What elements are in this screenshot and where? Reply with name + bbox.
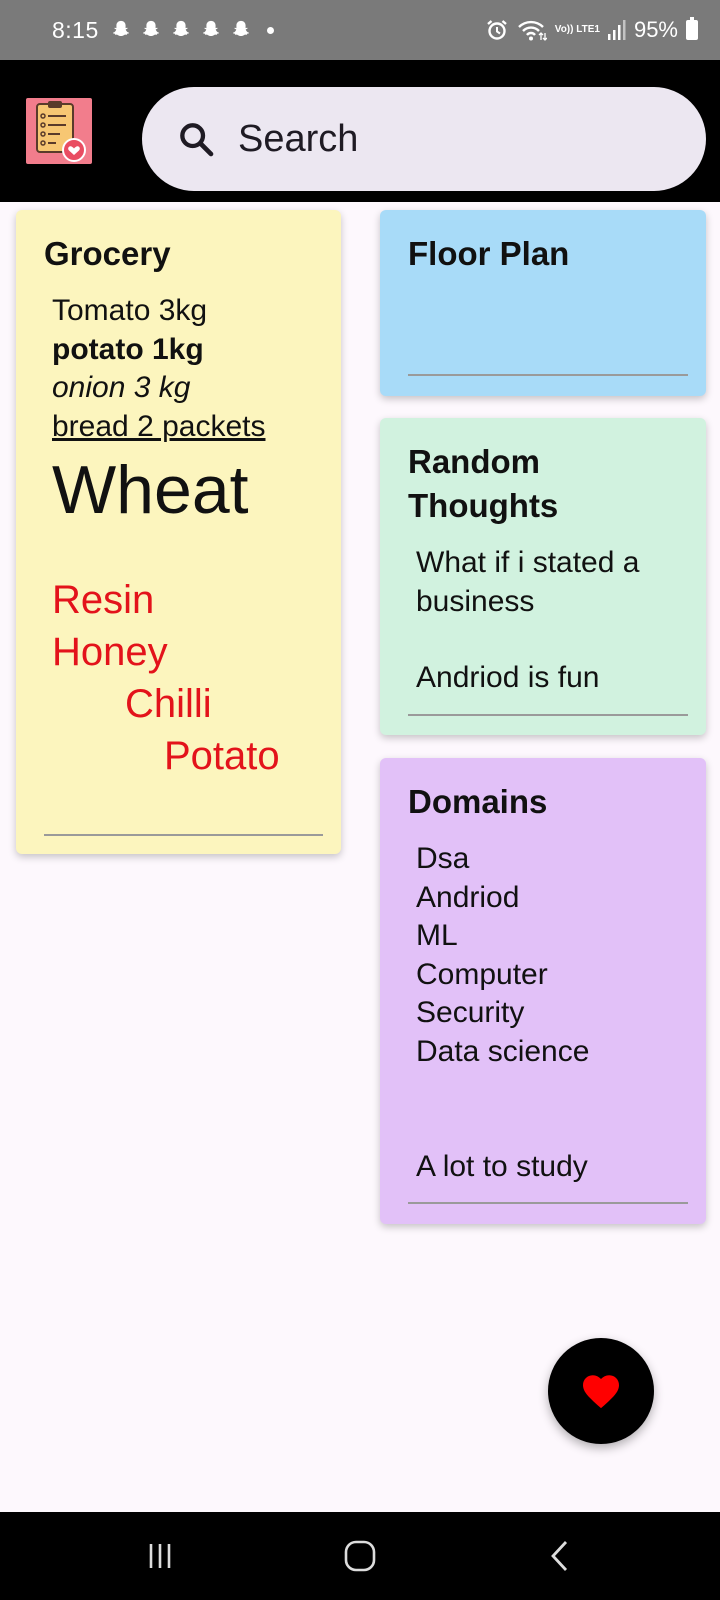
- battery-percent: 95%: [633, 17, 678, 42]
- note-line: A lot to study: [416, 1150, 588, 1183]
- note-card-floor-plan[interactable]: Floor Plan: [380, 210, 706, 396]
- note-divider: [408, 1202, 688, 1204]
- notes-list-heart-icon[interactable]: [26, 98, 92, 164]
- snapchat-icon: [112, 20, 129, 37]
- snapchat-icon: [172, 20, 189, 37]
- favorites-fab-button[interactable]: [548, 1338, 654, 1444]
- status-time: 8:15: [52, 16, 99, 43]
- search-icon: [180, 123, 214, 157]
- status-bar: 8:15 Vo)) LTE1 95%: [0, 0, 720, 60]
- note-line-large: Wheat: [52, 452, 249, 528]
- note-line: Computer: [416, 957, 548, 991]
- heart-icon: [583, 1375, 619, 1409]
- note-divider: [44, 834, 323, 836]
- note-title: Grocery: [44, 235, 171, 272]
- note-title: Domains: [408, 783, 548, 820]
- alarm-icon: [486, 20, 507, 40]
- note-line: Security: [416, 996, 525, 1029]
- note-line-italic: onion 3 kg: [52, 371, 191, 404]
- system-nav-bar: [0, 1512, 720, 1600]
- note-line: Data science: [416, 1034, 590, 1068]
- snapchat-icon: [202, 20, 219, 37]
- note-line: Andriod: [416, 880, 520, 914]
- recent-apps-button[interactable]: [130, 1526, 190, 1586]
- home-icon: [344, 1540, 376, 1572]
- note-line-bold: potato 1kg: [52, 332, 204, 366]
- note-line: Dsa: [416, 842, 470, 875]
- note-title: Random Thoughts: [408, 443, 559, 524]
- note-line-red: Potato: [164, 734, 280, 778]
- notification-icons: [109, 19, 253, 41]
- snapchat-icon: [232, 20, 249, 37]
- home-button[interactable]: [330, 1526, 390, 1586]
- note-title: Floor Plan: [408, 235, 570, 272]
- signal-icon: [607, 20, 626, 40]
- back-icon: [551, 1541, 568, 1571]
- more-notifications-dot-icon: [266, 26, 274, 34]
- note-line-red: Chilli: [125, 682, 212, 726]
- battery-icon: [686, 17, 698, 40]
- note-line: What if i stated a business: [416, 546, 640, 618]
- note-body: Tomato 3kg potato 1kg onion 3 kg bread 2…: [44, 292, 313, 782]
- note-line: Andriod is fun: [416, 661, 600, 694]
- search-input[interactable]: [238, 117, 658, 161]
- note-line: ML: [416, 919, 458, 952]
- note-line: Tomato 3kg: [52, 294, 208, 327]
- note-card-grocery[interactable]: Grocery Tomato 3kg potato 1kg onion 3 kg…: [16, 210, 341, 854]
- wifi-icon: [517, 20, 547, 41]
- note-body: Dsa Andriod ML Computer Security Data sc…: [408, 840, 678, 1187]
- network-indicator: Vo)) LTE1: [554, 24, 600, 35]
- back-button[interactable]: [530, 1526, 590, 1586]
- note-card-random-thoughts[interactable]: Random Thoughts What if i stated a busin…: [380, 418, 706, 735]
- note-body: What if i stated a business Andriod is f…: [408, 544, 678, 698]
- note-card-domains[interactable]: Domains Dsa Andriod ML Computer Security…: [380, 758, 706, 1224]
- note-line-red: Honey: [52, 630, 168, 674]
- note-line-red: Resin: [52, 578, 155, 622]
- search-bar[interactable]: [142, 87, 706, 191]
- snapchat-icon: [142, 20, 159, 37]
- recent-apps-icon: [149, 1544, 171, 1568]
- note-divider: [408, 714, 688, 716]
- app-bar: [0, 60, 720, 202]
- note-divider: [408, 374, 688, 376]
- note-line-underlined: bread 2 packets: [52, 409, 266, 443]
